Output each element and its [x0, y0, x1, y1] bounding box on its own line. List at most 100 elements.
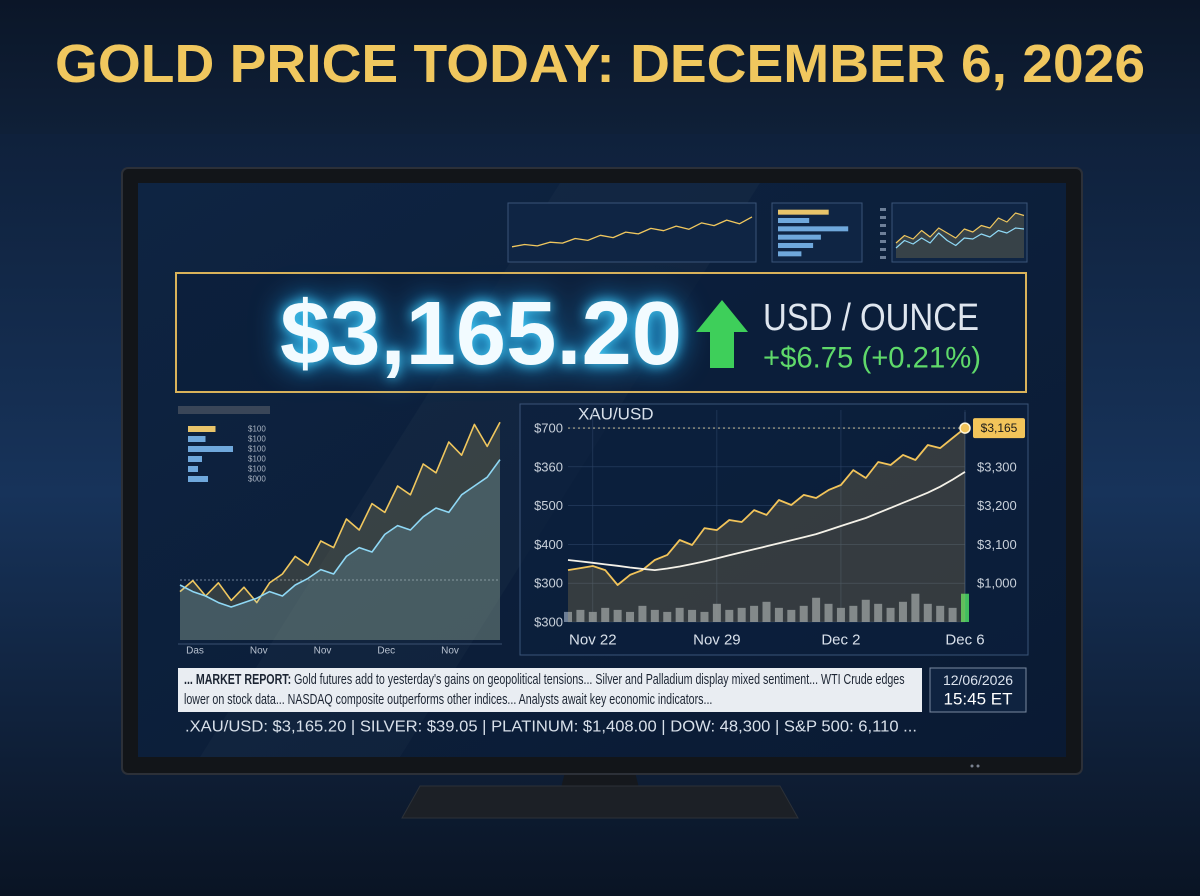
mini-axis-marks: [880, 208, 886, 259]
line: [895, 227, 1025, 249]
bar: [188, 466, 198, 472]
price-change: +$6.75 (+0.21%): [763, 342, 981, 375]
volume-bar: [638, 605, 647, 622]
volume-bar: [626, 611, 635, 622]
volume-bar: [601, 607, 610, 622]
volume-bar: [613, 609, 622, 622]
report-date: 12/06/2026: [943, 672, 1013, 688]
volume-bar: [737, 607, 746, 622]
price-unit: USD / OUNCE: [763, 297, 979, 339]
market-report: ... MARKET REPORT: Gold futures add to y…: [184, 670, 919, 712]
volume-bar: [886, 607, 895, 622]
volume-bar: [936, 605, 945, 622]
area: [896, 213, 1024, 258]
bar: [778, 218, 810, 223]
x-tick-label: Nov: [250, 646, 268, 657]
volume-bar: [961, 593, 969, 622]
volume-bar: [663, 611, 672, 622]
volume-bar: [564, 611, 572, 622]
volume-bar: [588, 611, 597, 622]
bar-label: $100: [248, 465, 266, 474]
volume-bar: [898, 601, 907, 622]
last-point: [959, 422, 971, 434]
price-value: $3,165.20: [280, 284, 682, 384]
bar: [778, 243, 814, 248]
volume-bar: [762, 601, 771, 622]
volume-bar: [799, 605, 808, 622]
volume-bar: [849, 605, 858, 622]
line: [895, 212, 1025, 244]
volume-bar: [700, 611, 709, 622]
volume-bar: [812, 597, 821, 622]
report-text: Gold futures add to yesterday's gains on…: [184, 672, 905, 708]
x-tick-label: Dec 6: [945, 632, 984, 649]
led: [976, 764, 980, 768]
y-tick-label: $400: [534, 537, 563, 552]
annotation: $3,165: [981, 421, 1018, 435]
line: [179, 459, 501, 608]
line: [567, 471, 966, 571]
x-tick-label: Dec 2: [821, 632, 860, 649]
annotation-box: [973, 418, 1025, 439]
report-box: [178, 668, 922, 712]
line: [567, 427, 966, 586]
header-band: [0, 0, 1200, 134]
volume-bar: [824, 603, 833, 622]
bar: [778, 209, 829, 215]
y-tick-label: $300: [534, 576, 563, 591]
volume-bar: [774, 607, 783, 622]
bar: [188, 476, 208, 482]
y-tick-label: $500: [534, 498, 563, 513]
area: [568, 428, 965, 622]
y2-tick-label: $3,300: [977, 459, 1017, 474]
bar: [778, 226, 849, 232]
area: [180, 459, 500, 640]
volume-bar: [874, 603, 883, 622]
x-tick-label: Nov 29: [693, 632, 741, 649]
tv-base: [401, 785, 799, 819]
bar: [188, 446, 233, 452]
bar: [778, 234, 821, 240]
volume-bar: [836, 607, 845, 622]
y2-tick-label: $1,000: [977, 576, 1017, 591]
volume-bar: [725, 609, 734, 622]
bar-label: $100: [248, 445, 266, 454]
volume-bar: [911, 593, 920, 622]
bar-label: $100: [248, 455, 266, 464]
bar: [188, 456, 202, 462]
x-tick-label: Nov: [441, 646, 459, 657]
x-tick-label: Das: [186, 646, 204, 657]
volume-bar: [861, 599, 870, 622]
y-tick-label: $700: [534, 421, 563, 436]
page-title: GOLD PRICE TODAY: DECEMBER 6, 2026: [55, 34, 1145, 94]
bar-label: $100: [248, 425, 266, 434]
quotes-ticker: .XAU/USD: $3,165.20 | SILVER: $39.05 | P…: [185, 719, 917, 736]
bar: [188, 426, 216, 432]
volume-bar: [712, 603, 721, 622]
area: [180, 422, 500, 640]
y2-tick-label: $3,200: [977, 498, 1017, 513]
x-tick-label: Nov: [314, 646, 332, 657]
volume-bar: [688, 609, 697, 622]
tv-neck: [561, 772, 639, 788]
chart-title: XAU/USD: [578, 405, 654, 424]
up-arrow: [696, 300, 748, 368]
y-tick-label: $360: [534, 459, 563, 474]
bar-label: $100: [248, 435, 266, 444]
left-panel-header: [178, 406, 270, 414]
volume-bar: [650, 609, 659, 622]
led: [970, 764, 974, 768]
x-tick-label: Dec: [377, 646, 395, 657]
price-panel: [175, 272, 1027, 393]
date-box: [929, 667, 1027, 713]
line: [179, 421, 501, 604]
y2-tick-label: $3,100: [977, 537, 1017, 552]
volume-bar: [576, 609, 585, 622]
bar: [778, 251, 802, 257]
line: [511, 216, 753, 248]
volume-bar: [750, 605, 759, 622]
bar: [188, 436, 206, 442]
volume-bar: [948, 607, 957, 622]
